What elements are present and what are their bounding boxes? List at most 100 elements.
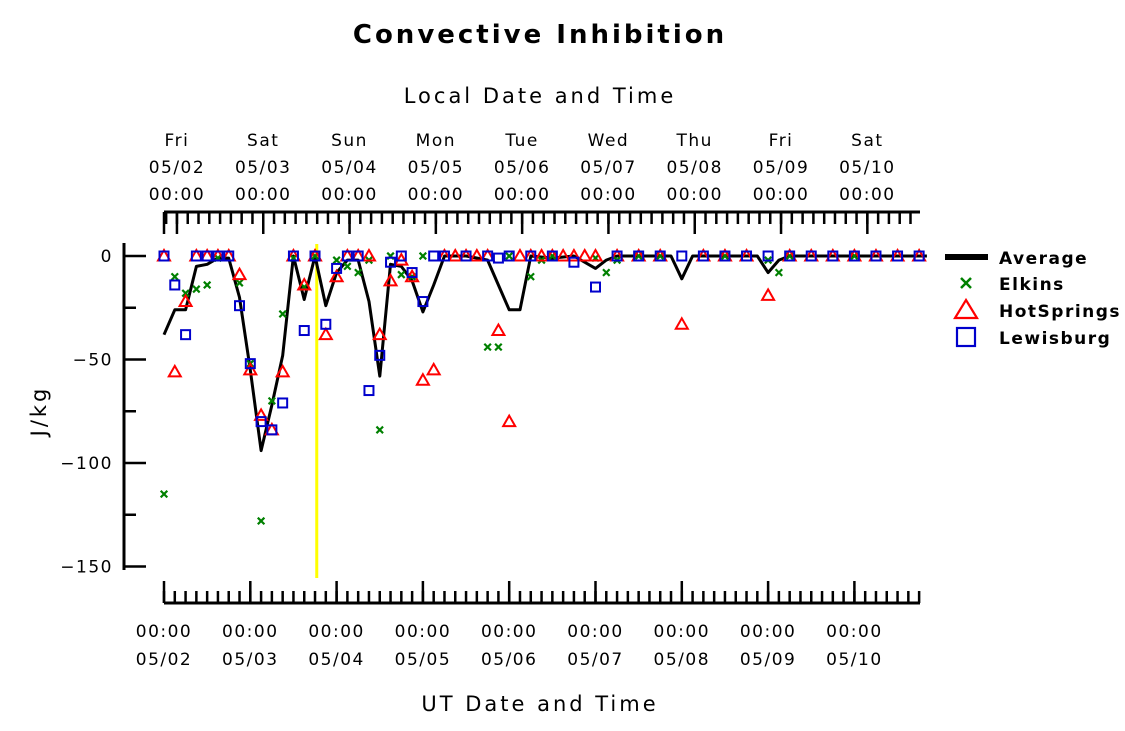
- series-elkins: [159, 251, 859, 526]
- legend-swatch-triangle: [953, 297, 979, 320]
- top-tick-day: Sat: [247, 131, 279, 151]
- top-tick-day: Sat: [851, 131, 883, 151]
- lewisburg-point: [363, 385, 375, 397]
- elkins-point: [267, 396, 276, 405]
- lewisburg-point: [546, 250, 558, 262]
- hotsprings-point: [533, 247, 550, 262]
- top-tick-day: Tue: [504, 131, 539, 151]
- top-tick-day: Fri: [769, 131, 794, 151]
- elkins-point: [170, 272, 179, 281]
- bottom-axis-title: UT Date and Time: [421, 692, 658, 716]
- y-tick-label: −100: [60, 454, 113, 474]
- hotsprings-point: [318, 326, 334, 341]
- lewisburg-point: [298, 325, 310, 337]
- hotsprings-point: [490, 322, 507, 337]
- lewisburg-point: [406, 267, 418, 279]
- legend-label: Elkins: [999, 275, 1065, 295]
- lewisburg-point: [633, 250, 645, 262]
- top-tick-time: 00:00: [321, 185, 378, 205]
- bottom-tick-time: 00:00: [740, 622, 797, 642]
- lewisburg-point: [287, 250, 299, 262]
- hotsprings-point: [501, 413, 517, 428]
- hotsprings-point: [587, 247, 604, 262]
- plot-area: [156, 247, 927, 526]
- lewisburg-point: [234, 300, 246, 312]
- elkins-point: [257, 516, 266, 526]
- bottom-tick-date: 05/06: [481, 650, 538, 670]
- top-tick-time: 00:00: [408, 185, 465, 205]
- legend: Average Elkins HotSprings Lewisburg: [945, 249, 1120, 349]
- lewisburg-point: [719, 250, 731, 262]
- elkins-point: [343, 262, 352, 271]
- top-tick-day: Sun: [331, 131, 368, 151]
- hotsprings-point: [382, 272, 399, 287]
- legend-item-hotsprings: HotSprings: [953, 297, 1120, 322]
- lewisburg-point: [913, 250, 925, 262]
- lewisburg-point: [784, 250, 796, 262]
- lewisburg-point: [870, 250, 882, 262]
- legend-swatch-x: [960, 277, 972, 289]
- top-tick-date: 05/02: [149, 158, 206, 178]
- elkins-point: [526, 272, 535, 281]
- elkins-point: [774, 268, 783, 277]
- lewisburg-point: [805, 250, 817, 262]
- lewisburg-point: [590, 281, 601, 293]
- lewisburg-point: [244, 358, 256, 370]
- legend-item-average: Average: [945, 249, 1087, 269]
- hotsprings-point: [328, 268, 345, 283]
- legend-item-elkins: Elkins: [960, 275, 1065, 295]
- top-tick-time: 00:00: [235, 185, 292, 205]
- lewisburg-point: [158, 250, 170, 262]
- elkins-point: [235, 278, 244, 287]
- axes: 00:00 05/02 00:00 05/03 00:00 05/04 00:00 05/05…: [60, 131, 921, 670]
- elkins-point: [354, 268, 363, 277]
- top-axis-title: Local Date and Time: [404, 84, 677, 108]
- top-tick-time: 00:00: [666, 185, 723, 205]
- lewisburg-point: [255, 416, 267, 428]
- hotsprings-point: [566, 247, 582, 262]
- lewisburg-point: [697, 250, 709, 262]
- legend-swatch-square: [955, 326, 977, 348]
- lewisburg-point: [374, 349, 386, 361]
- average-line: [162, 254, 927, 453]
- bottom-tick-date: 05/08: [654, 650, 711, 670]
- top-tick-date: 05/06: [494, 158, 551, 178]
- top-tick-time: 00:00: [149, 185, 206, 205]
- hotsprings-point: [425, 361, 442, 376]
- hotsprings-point: [576, 247, 593, 262]
- elkins-point: [483, 343, 492, 352]
- hotsprings-point: [361, 247, 377, 262]
- bottom-tick-time: 00:00: [136, 622, 193, 642]
- lewisburg-point: [190, 250, 202, 262]
- lewisburg-point: [827, 250, 839, 262]
- elkins-point: [159, 489, 169, 499]
- elkins-point: [278, 309, 287, 319]
- hotsprings-point: [760, 287, 776, 301]
- hotsprings-point: [555, 247, 571, 262]
- lewisburg-point: [309, 250, 321, 262]
- top-tick-date: 05/09: [753, 158, 810, 178]
- hotsprings-point: [372, 326, 388, 341]
- series-lewisburg: [158, 250, 925, 436]
- hotsprings-point: [253, 407, 269, 421]
- hotsprings-point: [177, 293, 194, 308]
- top-tick-time: 00:00: [580, 185, 637, 205]
- bottom-tick-date: 05/10: [826, 650, 883, 670]
- bottom-tick-date: 05/07: [567, 650, 624, 670]
- top-tick-date: 05/07: [580, 158, 637, 178]
- hotsprings-point: [469, 247, 485, 262]
- bottom-tick-date: 05/05: [395, 650, 452, 670]
- elkins-point: [494, 343, 503, 352]
- elkins-point: [602, 268, 611, 277]
- lewisburg-point: [212, 250, 224, 262]
- top-tick-date: 05/10: [839, 158, 896, 178]
- hotsprings-point: [167, 363, 183, 378]
- lewisburg-point: [676, 250, 688, 262]
- hotsprings-point: [447, 247, 463, 262]
- top-tick-date: 05/05: [408, 158, 465, 178]
- top-tick-time: 00:00: [753, 185, 810, 205]
- lewisburg-point: [320, 318, 332, 330]
- top-tick-day: Thu: [676, 131, 713, 151]
- bottom-tick-time: 00:00: [654, 622, 711, 642]
